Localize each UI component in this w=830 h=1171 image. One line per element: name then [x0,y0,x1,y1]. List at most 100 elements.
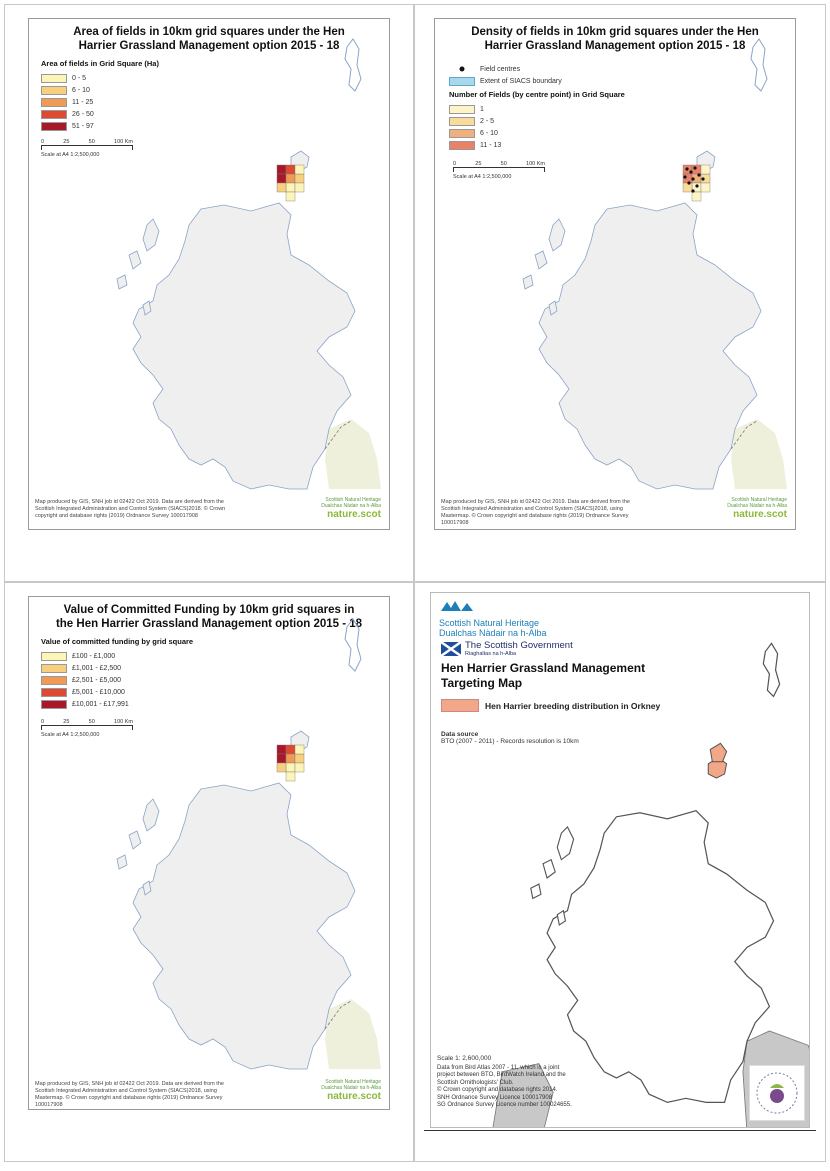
funding-legend-item: £2,501 - £5,000 [41,674,193,686]
western-isle-shape [128,250,142,270]
density-legend-item: 11 - 13 [449,139,625,151]
grid-square [294,182,305,193]
grid-square [691,191,702,202]
scot-gov-line2: Riaghaltas na h-Alba [465,651,517,657]
grid-square [276,164,287,175]
density-scale-bar: 0 25 50 100 Km Scale at A4 1:2,500,000 [453,161,545,180]
funding-brand-line1: Scottish Natural Heritage [325,1079,381,1085]
area-legend-label: 26 - 50 [72,110,94,118]
funding-title-line1: Value of Committed Funding by 10km grid … [63,604,355,616]
funding-nature-scot-logo: Scottish Natural Heritage Dualchas Nàdai… [321,1079,381,1102]
density-legend-item: 6 - 10 [449,127,625,139]
funding-credit: Map produced by GIS, SNH job id 02422 Oc… [35,1081,224,1108]
scale-tick-label: 0 [41,139,45,145]
funding-legend-swatch [41,675,67,685]
funding-legend-swatch [41,699,67,709]
funding-scale-line [41,725,133,730]
map-base-layer [116,618,381,1070]
area-map-panel: Area of fields in 10km grid squares unde… [28,18,390,530]
funding-legend-item: £1,001 - £2,500 [41,662,193,674]
area-legend-swatch [41,97,67,107]
funding-legend-item: £5,001 - £10,000 [41,686,193,698]
targeting-scale-text: Scale 1: 2,600,000 [437,1055,492,1062]
western-isle-shape [522,274,534,290]
scot-gov-line1: The Scottish Government [465,640,573,651]
density-legend-title: Number of Fields (by centre point) in Gr… [449,90,625,99]
grid-square [294,173,305,184]
funding-scale-ticks: 0 25 50 100 Km [41,719,133,725]
targeting-title-line1: Hen Harrier Grassland Management [441,661,646,675]
density-map [522,38,787,490]
area-legend-title: Area of fields in Grid Square (Ha) [41,59,159,68]
funding-legend-items: £100 - £1,000 £1,001 - £2,500 £2,501 - £5,… [41,650,193,710]
field-centre-dot [701,177,705,181]
western-isle-shape [534,250,548,270]
density-scale-line [453,167,545,172]
area-credit: Map produced by GIS, SNH job id 02422 Oc… [35,499,226,519]
targeting-legend: Hen Harrier breeding distribution in Ork… [441,699,660,712]
data-source-title: Data source [441,731,479,738]
targeting-island-shape [542,858,556,879]
area-legend-swatch [41,73,67,83]
snh-name-line2: Dualchas Nàdair na h-Alba [439,628,547,638]
western-isle-shape [548,218,566,252]
funding-legend-label: £1,001 - £2,500 [72,664,122,672]
snh-logo-block: Scottish Natural Heritage Dualchas Nàdai… [439,599,547,638]
data-source-block: Data source BTO (2007 - 2011) - Records … [441,731,579,745]
field-centre-dot [691,177,695,181]
area-legend-item: 51 - 97 [41,120,159,132]
england-area [325,999,381,1069]
area-legend-item: 26 - 50 [41,108,159,120]
scale-tick-label: 100 Km [114,139,133,145]
density-legend-label: 6 - 10 [480,129,498,137]
field-centre-dot [683,175,687,179]
area-brand-line1: Scottish Natural Heritage [325,497,381,503]
scale-tick-label: 50 [88,139,95,145]
area-scale-note: Scale at A4 1:2,500,000 [41,152,100,158]
density-scale-ticks: 0 25 50 100 Km [453,161,545,167]
grid-square [294,753,305,764]
grid-square [285,191,296,202]
area-legend-item: 6 - 10 [41,84,159,96]
area-legend-label: 0 - 5 [72,74,87,82]
area-legend-item: 11 - 25 [41,96,159,108]
targeting-ireland-area [492,1063,554,1127]
grid-square [294,164,305,175]
grid-square [294,762,305,773]
field-centre-dot-icon [459,66,465,72]
western-isle-shape [128,830,142,850]
targeting-island-shape [556,826,575,861]
density-title-line2: Harrier Grassland Management option 2015… [484,40,746,52]
border-line [730,420,758,450]
area-scale-bar: 0 25 50 100 Km Scale at A4 1:2,500,000 [41,139,133,158]
density-legend-swatch [449,128,475,138]
grid-square [276,744,287,755]
bird-partner-logo-icon [756,1072,798,1114]
field-centres-label: Field centres [480,65,521,73]
targeting-credit-lines: Data from Bird Atlas 2007 - 11, which is… [437,1065,572,1110]
grid-square [285,771,296,782]
border-line [324,1000,352,1030]
targeting-island-shape [530,883,542,900]
density-credit: Map produced by GIS, SNH job id 02422 Oc… [441,499,630,526]
funding-legend-label: £2,501 - £5,000 [72,676,122,684]
scot-gov-logo-block: The Scottish Government Riaghaltas na h-… [441,641,573,657]
scale-tick-label: 50 [500,161,507,167]
funding-legend-label: £100 - £1,000 [72,652,116,660]
grid-square [285,182,296,193]
snh-name-line1: Scottish Natural Heritage [439,618,540,628]
area-map-title: Area of fields in 10km grid squares unde… [29,25,389,53]
grid-square [276,762,287,773]
scale-tick-label: 25 [475,161,482,167]
density-legend-item: 2 - 5 [449,115,625,127]
scale-tick-label: 0 [41,719,45,725]
area-legend-item: 0 - 5 [41,72,159,84]
targeting-title: Hen Harrier Grassland Management Targeti… [441,661,645,691]
scale-tick-label: 25 [63,719,70,725]
density-legend-label: 11 - 13 [480,141,502,149]
rspb-partner-logo [749,1065,805,1121]
siacs-swatch [449,76,475,86]
density-brand-big: nature.scot [733,509,787,520]
border-line [324,420,352,450]
area-brand-big: nature.scot [327,509,381,520]
